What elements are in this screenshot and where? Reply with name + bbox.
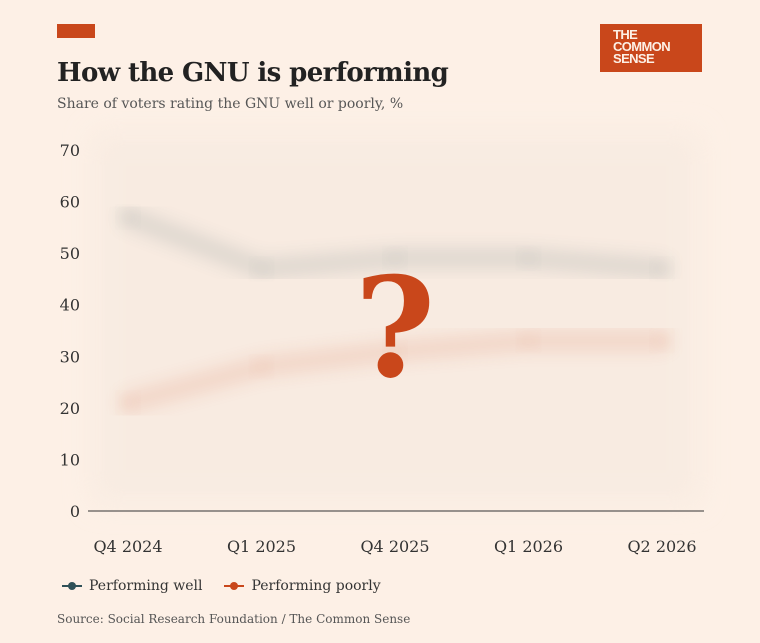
x-tick-label: Q4 2025 bbox=[360, 537, 429, 556]
legend-poorly-swatch bbox=[224, 581, 245, 591]
y-tick-label: 50 bbox=[60, 244, 80, 263]
y-tick-label: 70 bbox=[60, 141, 80, 160]
y-tick-label: 30 bbox=[60, 347, 80, 366]
y-tick-label: 20 bbox=[60, 399, 80, 418]
series-layer bbox=[119, 208, 671, 412]
x-tick-label: Q2 2026 bbox=[627, 537, 696, 556]
y-tick-label: 10 bbox=[60, 450, 80, 469]
legend-item-well: Performing well bbox=[62, 578, 202, 594]
legend-well-swatch bbox=[62, 581, 82, 591]
x-tick-label: Q4 2024 bbox=[93, 537, 162, 556]
series-point-poorly bbox=[653, 331, 671, 350]
series-point-well bbox=[119, 208, 137, 227]
x-tick-label: Q1 2026 bbox=[494, 537, 563, 556]
series-point-well bbox=[386, 249, 404, 268]
chart-subtitle: Share of voters rating the GNU well or p… bbox=[57, 96, 404, 112]
legend-well-label: Performing well bbox=[89, 578, 203, 594]
series-point-well bbox=[519, 249, 538, 268]
obscured-plot-area bbox=[92, 132, 700, 504]
logo: THE COMMON SENSE bbox=[600, 24, 702, 72]
series-point-well bbox=[252, 259, 271, 278]
chart-title: How the GNU is performing bbox=[57, 58, 449, 88]
x-axis: Q4 2024 Q1 2025 Q4 2025 Q1 2026 Q2 2026 bbox=[93, 537, 696, 556]
series-point-poorly bbox=[252, 357, 271, 376]
question-mark-icon: ? bbox=[355, 246, 436, 409]
x-tick-label: Q1 2025 bbox=[227, 537, 296, 556]
y-tick-label: 0 bbox=[70, 502, 80, 521]
y-axis: 0 10 20 30 40 50 60 70 bbox=[60, 141, 80, 521]
source-note: Source: Social Research Foundation / The… bbox=[57, 612, 411, 626]
logo-line-3: SENSE bbox=[613, 51, 655, 66]
legend-item-poorly: Performing poorly bbox=[224, 578, 381, 594]
legend: Performing well Performing poorly bbox=[62, 578, 403, 594]
logo-line-1: THE bbox=[613, 27, 638, 42]
series-point-poorly bbox=[119, 393, 137, 412]
series-point-well bbox=[653, 259, 671, 278]
y-tick-label: 40 bbox=[60, 296, 80, 315]
logo-line-2: COMMON bbox=[613, 39, 671, 54]
series-point-poorly bbox=[386, 342, 404, 361]
series-point-poorly bbox=[519, 331, 538, 350]
y-tick-label: 60 bbox=[60, 193, 80, 212]
legend-poorly-label: Performing poorly bbox=[251, 578, 381, 594]
accent-bar bbox=[57, 24, 95, 38]
